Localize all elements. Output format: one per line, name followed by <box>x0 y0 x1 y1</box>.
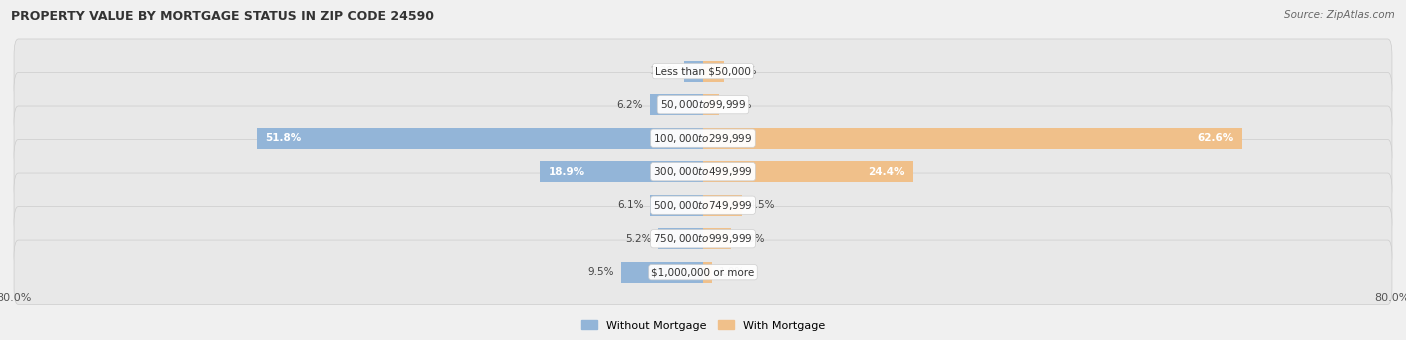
Bar <box>621 262 703 283</box>
Bar <box>257 128 703 149</box>
Text: 9.5%: 9.5% <box>588 267 614 277</box>
Bar <box>650 94 703 115</box>
Text: $1,000,000 or more: $1,000,000 or more <box>651 267 755 277</box>
Text: $500,000 to $749,999: $500,000 to $749,999 <box>654 199 752 212</box>
Text: 62.6%: 62.6% <box>1198 133 1233 143</box>
FancyBboxPatch shape <box>14 207 1392 271</box>
Text: 6.2%: 6.2% <box>616 100 643 110</box>
Text: 24.4%: 24.4% <box>868 167 904 177</box>
Bar <box>685 61 703 82</box>
Text: 2.2%: 2.2% <box>651 66 678 76</box>
Bar <box>703 195 742 216</box>
Text: $750,000 to $999,999: $750,000 to $999,999 <box>654 232 752 245</box>
Text: $50,000 to $99,999: $50,000 to $99,999 <box>659 98 747 111</box>
Bar <box>703 61 724 82</box>
FancyBboxPatch shape <box>14 72 1392 137</box>
Bar <box>703 161 912 182</box>
FancyBboxPatch shape <box>14 139 1392 204</box>
Bar <box>703 228 731 249</box>
Text: PROPERTY VALUE BY MORTGAGE STATUS IN ZIP CODE 24590: PROPERTY VALUE BY MORTGAGE STATUS IN ZIP… <box>11 10 434 23</box>
Text: Less than $50,000: Less than $50,000 <box>655 66 751 76</box>
Text: $100,000 to $299,999: $100,000 to $299,999 <box>654 132 752 145</box>
FancyBboxPatch shape <box>14 240 1392 304</box>
Text: $300,000 to $499,999: $300,000 to $499,999 <box>654 165 752 178</box>
Bar <box>658 228 703 249</box>
Legend: Without Mortgage, With Mortgage: Without Mortgage, With Mortgage <box>576 316 830 335</box>
Text: 6.1%: 6.1% <box>617 200 644 210</box>
Bar <box>703 262 711 283</box>
Text: 51.8%: 51.8% <box>266 133 302 143</box>
Text: 5.2%: 5.2% <box>624 234 651 244</box>
FancyBboxPatch shape <box>14 106 1392 170</box>
Text: 2.4%: 2.4% <box>731 66 756 76</box>
Bar <box>703 94 718 115</box>
Bar <box>651 195 703 216</box>
Text: 1.0%: 1.0% <box>718 267 745 277</box>
Bar <box>703 128 1241 149</box>
Text: 1.8%: 1.8% <box>725 100 752 110</box>
Bar <box>540 161 703 182</box>
Text: Source: ZipAtlas.com: Source: ZipAtlas.com <box>1284 10 1395 20</box>
Text: 3.3%: 3.3% <box>738 234 765 244</box>
FancyBboxPatch shape <box>14 39 1392 103</box>
Text: 18.9%: 18.9% <box>548 167 585 177</box>
Text: 4.5%: 4.5% <box>748 200 775 210</box>
FancyBboxPatch shape <box>14 173 1392 237</box>
